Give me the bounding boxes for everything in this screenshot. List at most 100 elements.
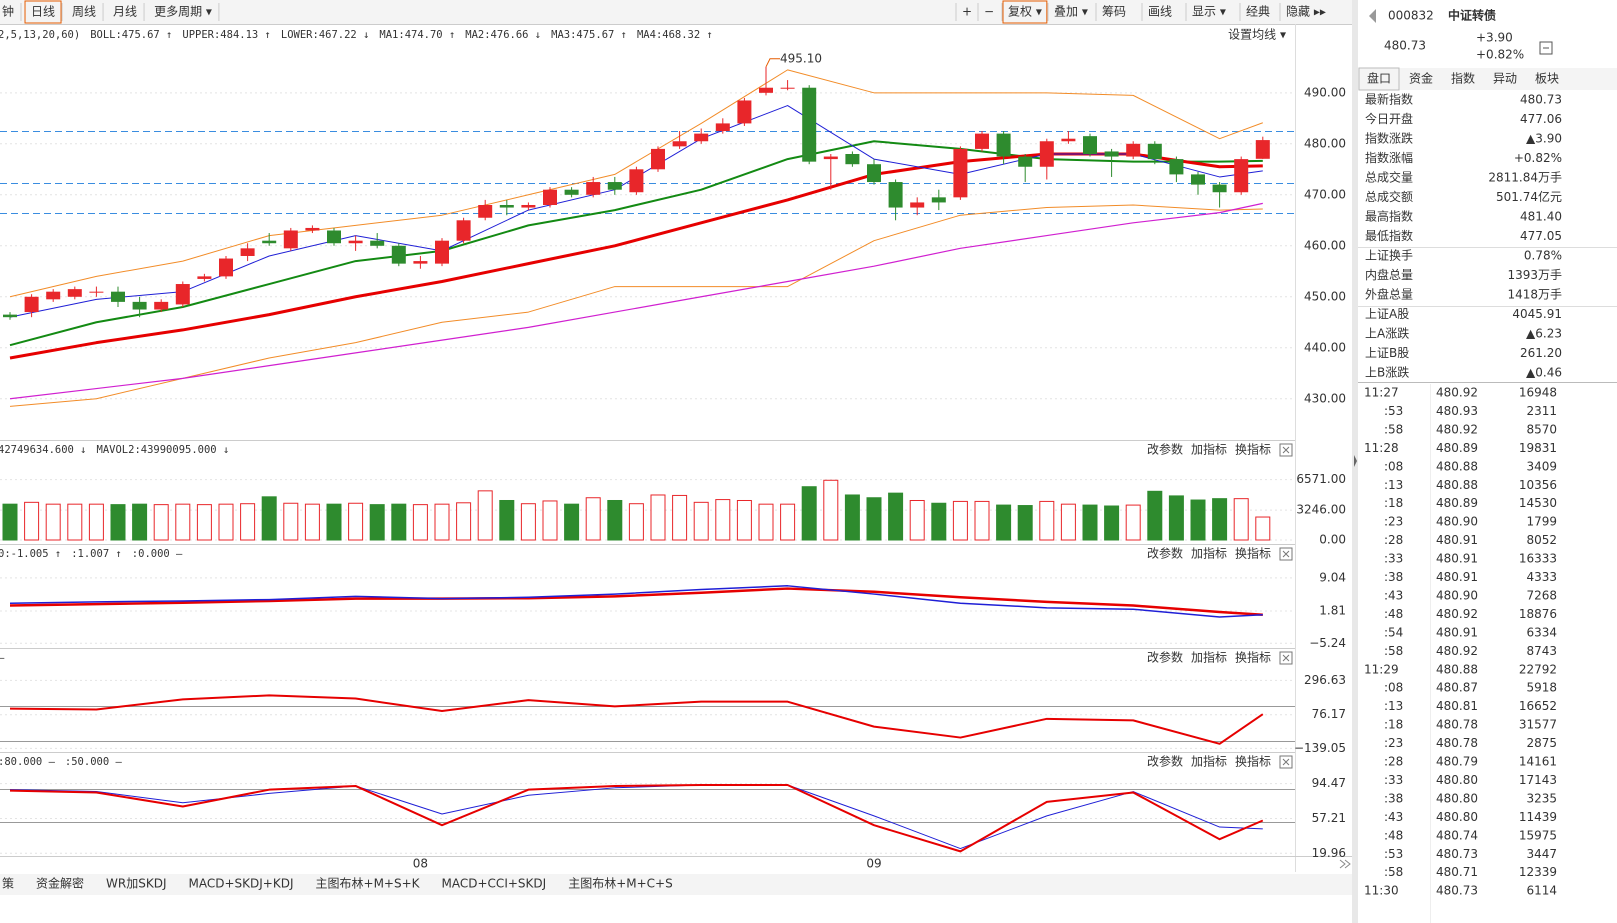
tick-price: 480.78 <box>1436 718 1478 732</box>
quote-label: 最低指数 <box>1365 228 1413 243</box>
tick-time: :38 <box>1384 570 1403 584</box>
scroll-arrow[interactable] <box>1339 859 1351 869</box>
tool-button[interactable]: 复权 ▾ <box>1008 5 1042 19</box>
indicator-tab[interactable]: 资金解密 <box>36 876 84 891</box>
volume-bar <box>823 479 839 541</box>
quote-label: 今日开盘 <box>1365 111 1413 126</box>
volume-bar <box>952 500 968 541</box>
panel-button[interactable]: 加指标 <box>1191 546 1227 561</box>
tick-volume: 8570 <box>1526 422 1557 436</box>
tool-button[interactable]: 隐藏 ▸▸ <box>1286 5 1326 19</box>
indicator-tab[interactable]: 主图布林+M+C+S <box>568 877 673 891</box>
panel-button[interactable]: 加指标 <box>1191 754 1227 769</box>
volume-bar <box>931 502 947 541</box>
quote-tab[interactable]: 指数 <box>1451 71 1475 86</box>
panel-button[interactable]: 加指标 <box>1191 442 1227 457</box>
tool-button[interactable]: 显示 ▾ <box>1192 5 1226 19</box>
quote-label: 指数涨跌 <box>1365 131 1413 146</box>
tool-button[interactable]: 经典 <box>1246 5 1270 19</box>
panel-close-icon <box>1282 446 1290 454</box>
panel-button[interactable]: 改参数 <box>1147 754 1183 769</box>
tick-volume: 3447 <box>1526 847 1557 861</box>
tick-volume: 18876 <box>1519 607 1557 621</box>
y-tick-label: 76.17 <box>1312 707 1346 721</box>
volume-bar <box>326 503 342 541</box>
tool-button[interactable]: − <box>984 5 994 19</box>
y-tick-label: 1.81 <box>1319 603 1346 617</box>
collapse-box[interactable] <box>1539 41 1553 55</box>
indicator-tab[interactable]: MACD+SKDJ+KDJ <box>189 877 294 891</box>
quote-value: 477.05 <box>1520 229 1562 243</box>
indicator-tab[interactable]: 策 <box>2 877 14 891</box>
tool-button[interactable]: 叠加 ▾ <box>1054 5 1088 19</box>
panel-close[interactable] <box>1279 443 1293 457</box>
candle-body <box>1212 184 1227 193</box>
ma-settings[interactable]: 设置均线 ▾ <box>1228 28 1286 42</box>
panel-button[interactable]: 改参数 <box>1147 546 1183 561</box>
candle-body <box>154 301 169 310</box>
indicator-value: LOWER:467.22 ↓ <box>281 29 370 41</box>
volume-bar <box>1212 498 1228 541</box>
tick-price: 480.80 <box>1436 773 1478 787</box>
volume-bar <box>304 503 320 541</box>
candle-body <box>715 123 730 132</box>
prev-arrow[interactable] <box>1369 9 1376 23</box>
indicator-value: – <box>0 652 5 664</box>
panel-close[interactable] <box>1279 651 1293 665</box>
indicator-tab[interactable]: WR加SKDJ <box>106 877 166 891</box>
candle-body <box>780 87 795 89</box>
candle-body <box>845 154 860 165</box>
indicator-tab[interactable]: MACD+CCI+SKDJ <box>442 877 547 891</box>
candle-body <box>1147 143 1162 160</box>
tick-time: 11:30 <box>1364 884 1399 898</box>
tool-button[interactable]: 画线 <box>1148 5 1172 19</box>
volume-bar <box>672 494 688 541</box>
period-tab[interactable]: 钟 <box>2 4 14 19</box>
panel-button[interactable]: 换指标 <box>1235 650 1271 665</box>
y-tick-label: 480.00 <box>1304 136 1346 150</box>
period-tab[interactable]: 月线 <box>113 5 137 19</box>
quote-tab[interactable]: 板块 <box>1535 72 1559 86</box>
tick-time: :08 <box>1384 459 1403 473</box>
tick-price: 480.81 <box>1436 699 1478 713</box>
volume-bar <box>456 502 472 541</box>
quote-tab[interactable]: 异动 <box>1493 72 1517 86</box>
tool-button[interactable]: + <box>962 5 972 19</box>
tick-price: 480.89 <box>1436 496 1478 510</box>
indicator-tab[interactable]: 主图布林+M+S+K <box>316 877 421 891</box>
panel-close[interactable] <box>1279 547 1293 561</box>
panel-button[interactable]: 改参数 <box>1147 442 1183 457</box>
period-tab[interactable]: 日线 <box>31 5 55 19</box>
candle-body <box>953 148 968 198</box>
panel-button[interactable]: 加指标 <box>1191 650 1227 665</box>
candle-body <box>607 182 622 190</box>
tick-time: 11:29 <box>1364 662 1399 676</box>
tick-volume: 8743 <box>1526 644 1557 658</box>
tick-price: 480.73 <box>1436 847 1478 861</box>
period-tab[interactable]: 更多周期 ▾ <box>154 5 212 19</box>
panel-button[interactable]: 改参数 <box>1147 650 1183 665</box>
candle-body <box>219 258 233 277</box>
candle-body <box>543 189 557 205</box>
volume-bar <box>996 504 1012 541</box>
tool-button[interactable]: 筹码 <box>1102 5 1126 19</box>
panel-button[interactable]: 换指标 <box>1235 754 1271 769</box>
quote-tab[interactable]: 盘口 <box>1367 71 1391 86</box>
candle-body <box>1191 174 1205 185</box>
period-tab[interactable]: 周线 <box>72 5 96 19</box>
quote-panel-bg <box>1358 0 1617 923</box>
panel-button[interactable]: 换指标 <box>1235 546 1271 561</box>
tick-volume: 2311 <box>1526 404 1557 418</box>
quote-tab[interactable]: 资金 <box>1409 71 1433 86</box>
indicator-value: :80.000 – <box>0 756 56 768</box>
panel-close[interactable] <box>1279 755 1293 769</box>
volume-bar <box>348 502 364 541</box>
panel-button[interactable]: 换指标 <box>1235 442 1271 457</box>
panel-close-icon <box>1282 654 1290 662</box>
volume-bar <box>434 503 450 541</box>
volume-bar <box>1168 495 1184 541</box>
splitter-handle <box>1354 455 1357 467</box>
quote-value: 2811.84万手 <box>1488 171 1562 185</box>
candle-body <box>996 133 1011 157</box>
indicator-line <box>9 784 1263 850</box>
